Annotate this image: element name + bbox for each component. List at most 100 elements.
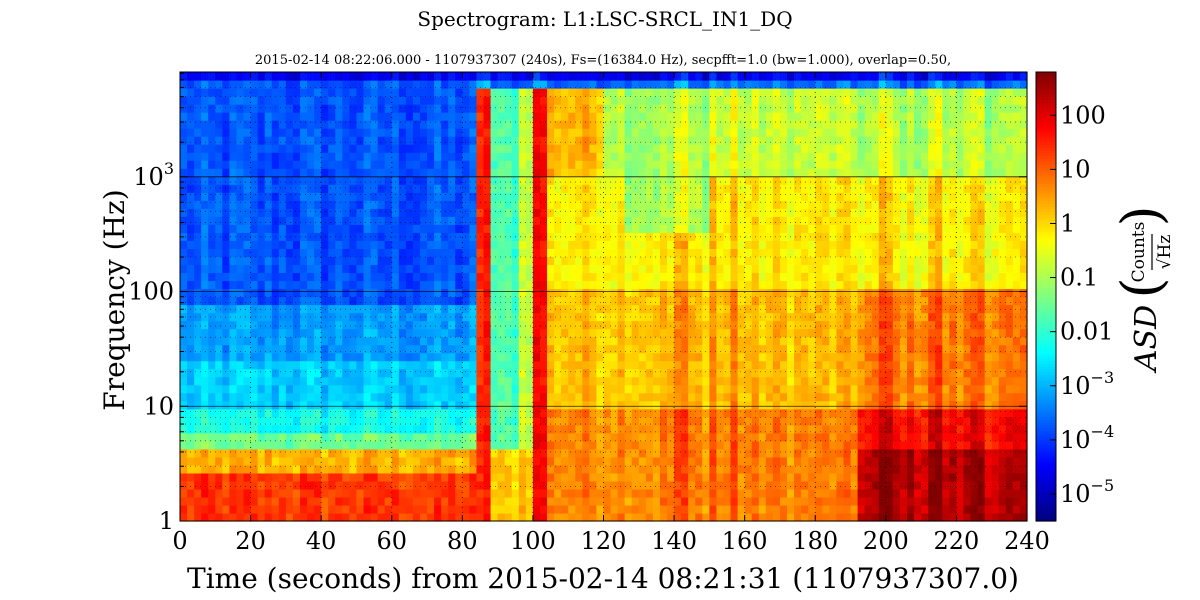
heatmap-cell — [469, 88, 478, 97]
heatmap-cell — [779, 152, 788, 161]
heatmap-cell — [568, 512, 576, 522]
heatmap-cell — [497, 440, 506, 450]
heatmap-cell — [405, 304, 414, 314]
heatmap-cell — [299, 304, 308, 314]
heatmap-cell — [215, 104, 223, 113]
heatmap-cell — [441, 432, 449, 442]
heatmap-cell — [455, 320, 463, 330]
heatmap-cell — [681, 448, 689, 458]
heatmap-cell — [667, 320, 675, 330]
heatmap-cell — [695, 248, 703, 258]
heatmap-cell — [737, 368, 746, 378]
heatmap-cell — [427, 320, 435, 330]
heatmap-cell — [744, 120, 753, 129]
heatmap-cell — [525, 152, 534, 161]
heatmap-cell — [462, 432, 470, 442]
heatmap-cell — [229, 256, 238, 266]
heatmap-cell — [292, 80, 301, 89]
heatmap-cell — [702, 432, 710, 442]
heatmap-cell — [758, 296, 767, 306]
heatmap-cell — [667, 304, 675, 314]
heatmap-cell — [772, 456, 781, 466]
heatmap-cell — [631, 272, 640, 282]
heatmap-cell — [384, 104, 393, 113]
heatmap-cell — [772, 192, 781, 201]
heatmap-cell — [299, 144, 308, 153]
heatmap-cell — [695, 352, 703, 362]
heatmap-cell — [250, 280, 259, 290]
heatmap-cell — [257, 280, 266, 290]
heatmap-cell — [384, 144, 393, 153]
heatmap-cell — [201, 256, 209, 266]
heatmap-cell — [561, 96, 569, 105]
heatmap-cell — [652, 448, 661, 458]
heatmap-cell — [589, 120, 598, 129]
heatmap-cell — [596, 72, 605, 81]
heatmap-cell — [716, 488, 725, 498]
heatmap-cell — [292, 328, 301, 338]
heatmap-cell — [356, 352, 365, 362]
heatmap-cell — [419, 272, 428, 282]
heatmap-cell — [709, 424, 718, 434]
heatmap-cell — [307, 304, 315, 314]
heatmap-cell — [561, 160, 569, 169]
heatmap-cell — [652, 496, 661, 506]
heatmap-cell — [250, 152, 259, 161]
heatmap-cell — [335, 240, 343, 249]
heatmap-cell — [645, 496, 654, 506]
heatmap-cell — [342, 472, 350, 482]
heatmap-cell — [737, 200, 746, 209]
heatmap-cell — [363, 472, 372, 482]
heatmap-cell — [377, 344, 386, 354]
heatmap-cell — [208, 224, 216, 233]
heatmap-cell — [674, 240, 682, 249]
heatmap-cell — [201, 328, 209, 338]
heatmap-cell — [652, 248, 661, 258]
heatmap-cell — [716, 216, 725, 225]
heatmap-cell — [497, 504, 506, 514]
heatmap-cell — [469, 192, 478, 201]
heatmap-cell — [511, 184, 520, 193]
heatmap-cell — [321, 272, 329, 282]
heatmap-cell — [229, 400, 238, 410]
heatmap-cell — [285, 464, 294, 474]
heatmap-cell — [455, 440, 463, 450]
heatmap-cell — [398, 280, 407, 290]
heatmap-cell — [264, 384, 273, 394]
heatmap-cell — [681, 280, 689, 290]
heatmap-cell — [758, 72, 767, 81]
heatmap-cell — [405, 72, 414, 81]
heatmap-cell — [412, 232, 421, 241]
heatmap-cell — [377, 464, 386, 474]
heatmap-cell — [229, 456, 238, 466]
heatmap-cell — [758, 104, 767, 113]
heatmap-cell — [497, 192, 506, 201]
heatmap-cell — [398, 176, 407, 185]
heatmap-cell — [645, 392, 654, 402]
heatmap-cell — [603, 392, 612, 402]
heatmap-cell — [589, 280, 598, 290]
heatmap-cell — [342, 240, 350, 249]
heatmap-cell — [299, 280, 308, 290]
heatmap-cell — [589, 200, 598, 209]
heatmap-cell — [229, 80, 238, 89]
heatmap-cell — [624, 448, 633, 458]
heatmap-cell — [518, 120, 527, 129]
heatmap-cell — [674, 344, 682, 354]
heatmap-cell — [794, 80, 802, 89]
heatmap-cell — [271, 160, 280, 169]
heatmap-cell — [730, 488, 739, 498]
heatmap-cell — [455, 264, 463, 274]
heatmap-cell — [554, 104, 562, 113]
heatmap-cell — [547, 200, 555, 209]
heatmap-cell — [222, 224, 231, 233]
heatmap-cell — [419, 424, 428, 434]
heatmap-cell — [208, 344, 216, 354]
heatmap-cell — [405, 504, 414, 514]
heatmap-cell — [278, 464, 287, 474]
heatmap-cell — [384, 512, 393, 522]
heatmap-cell — [342, 248, 350, 258]
heatmap-cell — [328, 456, 336, 466]
heatmap-cell — [349, 456, 358, 466]
heatmap-cell — [434, 96, 442, 105]
